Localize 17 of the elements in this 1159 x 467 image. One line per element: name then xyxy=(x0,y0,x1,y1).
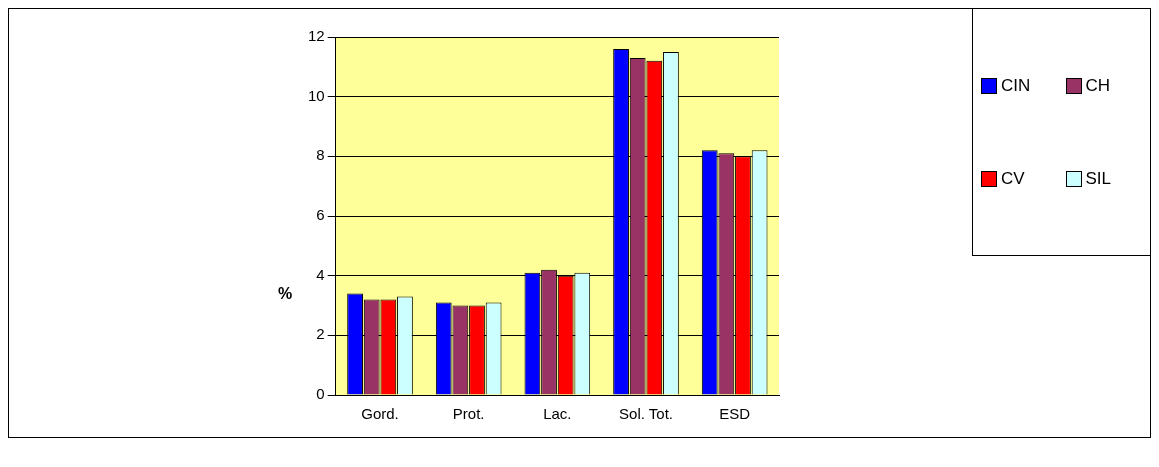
legend-label: CH xyxy=(1085,75,1111,96)
y-tick-label: 10 xyxy=(308,86,325,104)
y-axis-title: % xyxy=(277,285,293,303)
legend-label: CIN xyxy=(1001,75,1031,96)
y-tick-label: 4 xyxy=(316,265,325,283)
x-tick-label: Prot. xyxy=(452,405,485,423)
x-tick-label: Gord. xyxy=(361,405,399,423)
x-tick-label: ESD xyxy=(719,405,751,423)
y-tick-label: 12 xyxy=(308,27,325,45)
legend-label: CV xyxy=(1001,168,1025,189)
y-tick-label: 0 xyxy=(316,385,325,403)
y-tick-label: 8 xyxy=(316,146,325,164)
x-tick-label: Sol. Tot. xyxy=(619,405,673,423)
y-tick-label: 2 xyxy=(316,325,325,343)
y-tick-label: 6 xyxy=(316,206,325,224)
x-tick-label: Lac. xyxy=(543,405,572,423)
legend-label: SIL xyxy=(1085,168,1112,189)
